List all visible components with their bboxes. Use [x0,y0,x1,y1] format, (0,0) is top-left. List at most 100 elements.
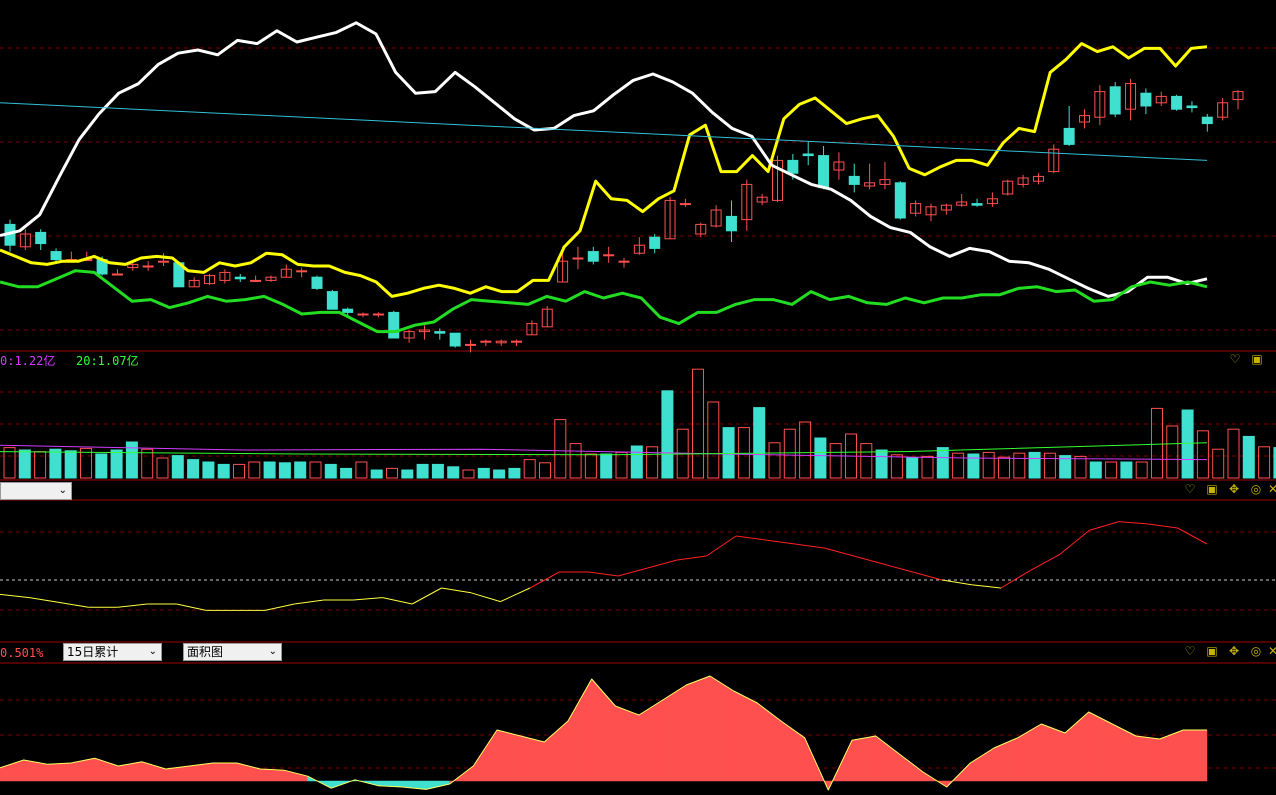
window-icon[interactable]: ▣ [1251,352,1263,366]
window-icon[interactable]: ▣ [1206,482,1218,496]
candle-body [618,260,630,263]
indicator-segment [441,587,472,594]
volume-bar [1196,430,1209,479]
indicator-segment [117,603,148,608]
volume-bar [707,401,720,479]
candle-body [679,203,691,206]
candle-body [741,183,753,221]
series-green-line [0,269,1208,334]
volume-bar [1181,409,1194,479]
candle-body [1063,127,1075,145]
volume-bar [783,428,796,479]
indicator-segment [647,559,678,569]
flow-area-segment [615,705,640,782]
period-dropdown[interactable]: 15日累计 ⌄ [63,643,162,661]
candle-body [1002,180,1014,195]
candle-body [480,340,492,343]
candle-body [418,329,430,333]
volume-bar [294,461,307,479]
candle-body [710,209,722,227]
chart-type-dropdown[interactable]: 面积图 ⌄ [183,643,282,661]
flow-area-segment [496,729,521,782]
pin-icon[interactable]: ✥ [1228,644,1240,658]
chevron-down-icon: ⌄ [148,646,157,657]
volume-bar [125,441,138,479]
candle-body [725,215,737,232]
indicator-segment [382,597,413,605]
candle-body [603,254,615,257]
series-white-line [0,21,1208,298]
candle-body [772,159,783,201]
candle-body [1217,102,1229,118]
candle-body [280,268,292,278]
volume-bar [554,419,567,479]
candle-body [1140,92,1152,107]
flow-panel [0,675,1208,791]
candle-body [357,313,369,316]
candle-body [265,276,277,281]
volume-bar [278,462,291,479]
period-dropdown-value: 15日累计 [67,645,119,659]
series-cyan-line [0,102,1208,161]
volume-bar [753,407,766,479]
candle-body [19,233,31,248]
pin-icon[interactable]: ✥ [1228,482,1240,496]
candle-body [403,331,415,339]
candle-body [388,311,400,339]
volume-bar [952,452,965,479]
indicator-segment [912,571,943,581]
flow-area-segment [591,678,616,782]
volume-bar [768,442,781,479]
volume-bar [1227,428,1240,479]
flow-area-segment [260,768,285,782]
flow-area-segment [970,747,995,782]
indicator-segment [971,584,1001,589]
volume-bar [1258,446,1271,479]
volume-bar [248,461,261,479]
heart-icon[interactable]: ♡ [1229,352,1241,366]
candle-body [940,204,952,211]
indicator-segment [853,555,884,565]
volume-legend-ma2: 20:1.07亿 [76,354,139,368]
candle-body [50,251,62,261]
candle-body [1048,148,1060,173]
volume-bar [141,448,154,479]
volume-bar [462,469,475,479]
indicator-segment [1177,527,1208,545]
volume-bar [860,443,873,479]
volume-bar [477,467,490,479]
indicator-segment [1030,553,1061,571]
search-icon[interactable]: ◎ [1250,482,1262,496]
candle-body [971,203,983,206]
volume-bar [569,443,582,479]
candle-body [1186,105,1198,109]
close-icon[interactable]: ✕ [1267,644,1276,658]
volume-bar [401,469,414,479]
volume-bar [309,461,322,479]
heart-icon[interactable]: ♡ [1184,644,1196,658]
candle-body [1232,91,1244,101]
volume-bar [1242,435,1255,479]
volume-bar [49,448,62,479]
close-icon[interactable]: ✕ [1267,482,1276,496]
volume-bar [967,453,980,479]
candle-body [188,279,200,288]
volume-bar [1151,407,1163,479]
candle-body [1094,91,1106,118]
candle-body [204,275,216,285]
indicator-dropdown[interactable]: ⌄ [0,482,72,500]
search-icon[interactable]: ◎ [1250,644,1262,658]
volume-bar [1273,447,1276,479]
candle-body [1201,116,1213,125]
indicator-segment [677,555,707,561]
indicator-segment [1118,521,1149,525]
volume-bar [523,459,536,479]
heart-icon[interactable]: ♡ [1184,482,1196,496]
flow-area-segment [709,675,734,782]
candle-body [925,206,937,216]
indicator-segment [294,599,324,605]
volume-bar [936,447,949,479]
volume-bar [80,447,92,479]
window-icon[interactable]: ▣ [1206,644,1218,658]
candle-body [802,153,814,157]
